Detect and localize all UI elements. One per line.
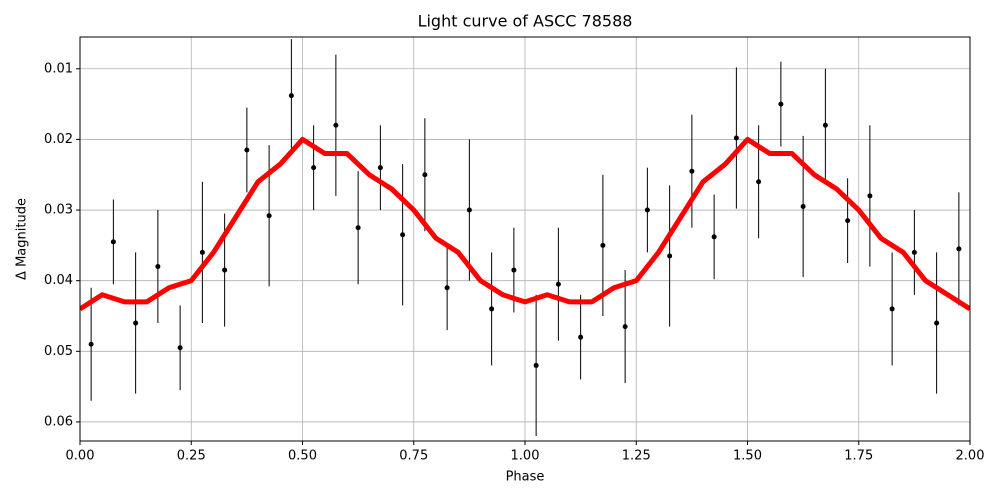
data-point bbox=[400, 232, 406, 238]
x-axis-label: Phase bbox=[506, 470, 545, 485]
data-point bbox=[578, 334, 584, 340]
data-point bbox=[845, 218, 851, 224]
data-point bbox=[88, 341, 94, 347]
y-tick-label: 0.03 bbox=[44, 203, 73, 218]
data-point bbox=[911, 249, 917, 255]
model-curve bbox=[80, 136, 970, 312]
data-point bbox=[867, 193, 873, 199]
data-point bbox=[177, 345, 183, 351]
data-point bbox=[756, 179, 762, 185]
x-tick-label: 2.00 bbox=[956, 449, 985, 464]
x-tick-label: 0.75 bbox=[399, 449, 428, 464]
data-point bbox=[377, 165, 383, 171]
data-point bbox=[778, 101, 784, 107]
data-point bbox=[600, 242, 606, 248]
data-point bbox=[533, 362, 539, 368]
x-tick-label: 1.00 bbox=[511, 449, 540, 464]
data-point bbox=[644, 207, 650, 213]
y-tick-label: 0.06 bbox=[44, 414, 73, 429]
x-tick-label: 0.00 bbox=[66, 449, 95, 464]
x-tick-label: 1.75 bbox=[844, 449, 873, 464]
data-point bbox=[800, 204, 806, 210]
data-point bbox=[667, 253, 673, 259]
y-axis-label: Δ Magnitude bbox=[15, 198, 30, 280]
x-tick-label: 0.25 bbox=[177, 449, 206, 464]
data-point bbox=[422, 172, 428, 178]
data-point bbox=[622, 324, 628, 330]
data-point bbox=[288, 93, 294, 99]
data-point bbox=[133, 320, 139, 326]
data-point bbox=[555, 281, 561, 287]
data-point bbox=[244, 147, 250, 153]
data-point bbox=[355, 225, 361, 231]
y-tick-label: 0.02 bbox=[44, 132, 73, 147]
data-point bbox=[266, 213, 272, 219]
data-point bbox=[689, 168, 695, 174]
data-point bbox=[733, 135, 739, 141]
y-tick-label: 0.04 bbox=[44, 273, 73, 288]
plot-area bbox=[80, 39, 970, 437]
y-tick-label: 0.01 bbox=[44, 61, 73, 76]
data-point bbox=[956, 246, 962, 252]
data-point bbox=[311, 165, 317, 171]
data-point bbox=[889, 306, 895, 312]
data-point bbox=[511, 267, 517, 273]
data-point bbox=[444, 285, 450, 291]
x-tick-label: 0.50 bbox=[288, 449, 317, 464]
chart-title: Light curve of ASCC 78588 bbox=[418, 12, 633, 31]
x-tick-label: 1.25 bbox=[622, 449, 651, 464]
data-point bbox=[110, 239, 116, 245]
x-tick-label: 1.50 bbox=[733, 449, 762, 464]
data-point bbox=[489, 306, 495, 312]
data-point bbox=[466, 207, 472, 213]
data-point bbox=[199, 249, 205, 255]
data-point bbox=[155, 264, 161, 270]
data-point bbox=[222, 267, 228, 273]
data-point bbox=[711, 234, 717, 240]
data-point bbox=[822, 122, 828, 128]
plot-frame bbox=[79, 36, 971, 442]
data-point bbox=[934, 320, 940, 326]
data-point bbox=[333, 122, 339, 128]
y-tick-label: 0.05 bbox=[44, 344, 73, 359]
